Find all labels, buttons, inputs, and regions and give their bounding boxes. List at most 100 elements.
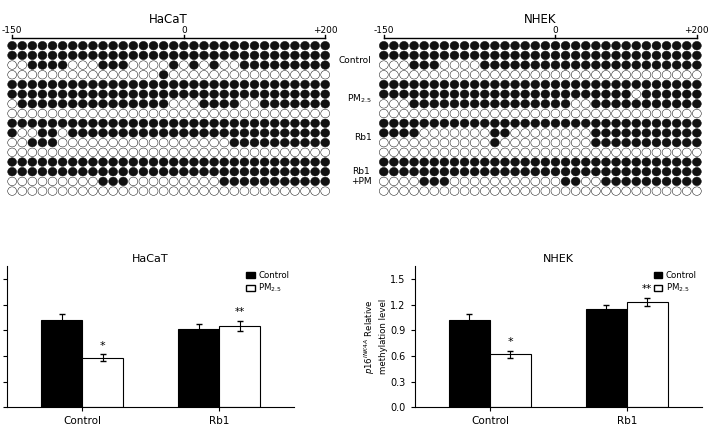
Circle shape xyxy=(58,99,67,108)
Circle shape xyxy=(693,99,701,108)
Circle shape xyxy=(79,99,87,108)
Circle shape xyxy=(220,61,229,69)
Circle shape xyxy=(622,148,630,157)
Circle shape xyxy=(480,99,489,108)
Circle shape xyxy=(311,109,320,118)
Circle shape xyxy=(108,177,118,186)
Text: 0: 0 xyxy=(181,26,186,35)
Circle shape xyxy=(561,51,570,60)
Circle shape xyxy=(450,187,459,195)
Circle shape xyxy=(450,148,459,157)
Circle shape xyxy=(291,158,299,166)
Circle shape xyxy=(129,61,138,69)
Circle shape xyxy=(48,71,57,79)
Circle shape xyxy=(250,138,259,147)
Circle shape xyxy=(480,90,489,99)
Circle shape xyxy=(260,71,269,79)
Circle shape xyxy=(220,148,229,157)
Circle shape xyxy=(632,109,641,118)
Circle shape xyxy=(379,119,389,127)
Circle shape xyxy=(581,42,590,50)
Bar xyxy=(41,320,82,407)
Circle shape xyxy=(622,42,630,50)
Circle shape xyxy=(270,129,279,137)
Circle shape xyxy=(652,177,661,186)
Circle shape xyxy=(220,119,229,127)
Circle shape xyxy=(612,61,620,69)
Circle shape xyxy=(551,187,560,195)
Circle shape xyxy=(612,148,620,157)
Circle shape xyxy=(179,177,189,186)
Circle shape xyxy=(652,71,661,79)
Circle shape xyxy=(672,51,681,60)
Circle shape xyxy=(400,119,408,127)
Circle shape xyxy=(160,90,168,99)
Circle shape xyxy=(301,109,309,118)
Circle shape xyxy=(450,119,459,127)
Circle shape xyxy=(139,187,148,195)
Circle shape xyxy=(420,148,429,157)
Circle shape xyxy=(612,138,620,147)
Circle shape xyxy=(571,71,580,79)
Circle shape xyxy=(531,148,540,157)
Circle shape xyxy=(693,61,701,69)
Circle shape xyxy=(18,129,27,137)
Circle shape xyxy=(230,51,239,60)
Circle shape xyxy=(311,129,320,137)
Circle shape xyxy=(280,148,289,157)
Circle shape xyxy=(581,138,590,147)
Circle shape xyxy=(79,187,87,195)
Circle shape xyxy=(470,42,479,50)
Circle shape xyxy=(119,148,128,157)
Circle shape xyxy=(541,119,549,127)
Circle shape xyxy=(652,167,661,176)
Text: *: * xyxy=(508,337,513,347)
Circle shape xyxy=(389,61,398,69)
Circle shape xyxy=(149,129,158,137)
Circle shape xyxy=(410,138,418,147)
Circle shape xyxy=(99,90,108,99)
Circle shape xyxy=(662,129,671,137)
Circle shape xyxy=(58,109,67,118)
Circle shape xyxy=(58,187,67,195)
Circle shape xyxy=(480,138,489,147)
Circle shape xyxy=(189,71,199,79)
Circle shape xyxy=(119,99,128,108)
Circle shape xyxy=(450,42,459,50)
Circle shape xyxy=(99,158,108,166)
Circle shape xyxy=(220,42,229,50)
Circle shape xyxy=(270,99,279,108)
Circle shape xyxy=(139,148,148,157)
Circle shape xyxy=(672,90,681,99)
Circle shape xyxy=(149,42,158,50)
Circle shape xyxy=(612,42,620,50)
Circle shape xyxy=(581,177,590,186)
Circle shape xyxy=(551,61,560,69)
Circle shape xyxy=(682,61,691,69)
Circle shape xyxy=(682,42,691,50)
Circle shape xyxy=(38,119,47,127)
Circle shape xyxy=(622,167,630,176)
Circle shape xyxy=(210,80,218,89)
Circle shape xyxy=(149,177,158,186)
Circle shape xyxy=(38,177,47,186)
Circle shape xyxy=(520,158,530,166)
Circle shape xyxy=(672,61,681,69)
Circle shape xyxy=(240,71,249,79)
Circle shape xyxy=(460,148,469,157)
Circle shape xyxy=(119,167,128,176)
Circle shape xyxy=(270,167,279,176)
Circle shape xyxy=(169,42,178,50)
Circle shape xyxy=(68,187,77,195)
Circle shape xyxy=(480,71,489,79)
Title: HaCaT: HaCaT xyxy=(150,13,188,26)
Circle shape xyxy=(652,119,661,127)
Circle shape xyxy=(612,51,620,60)
Circle shape xyxy=(420,129,429,137)
Title: NHEK: NHEK xyxy=(524,13,557,26)
Circle shape xyxy=(460,167,469,176)
Circle shape xyxy=(420,119,429,127)
Circle shape xyxy=(632,80,641,89)
Circle shape xyxy=(18,177,27,186)
Circle shape xyxy=(240,80,249,89)
